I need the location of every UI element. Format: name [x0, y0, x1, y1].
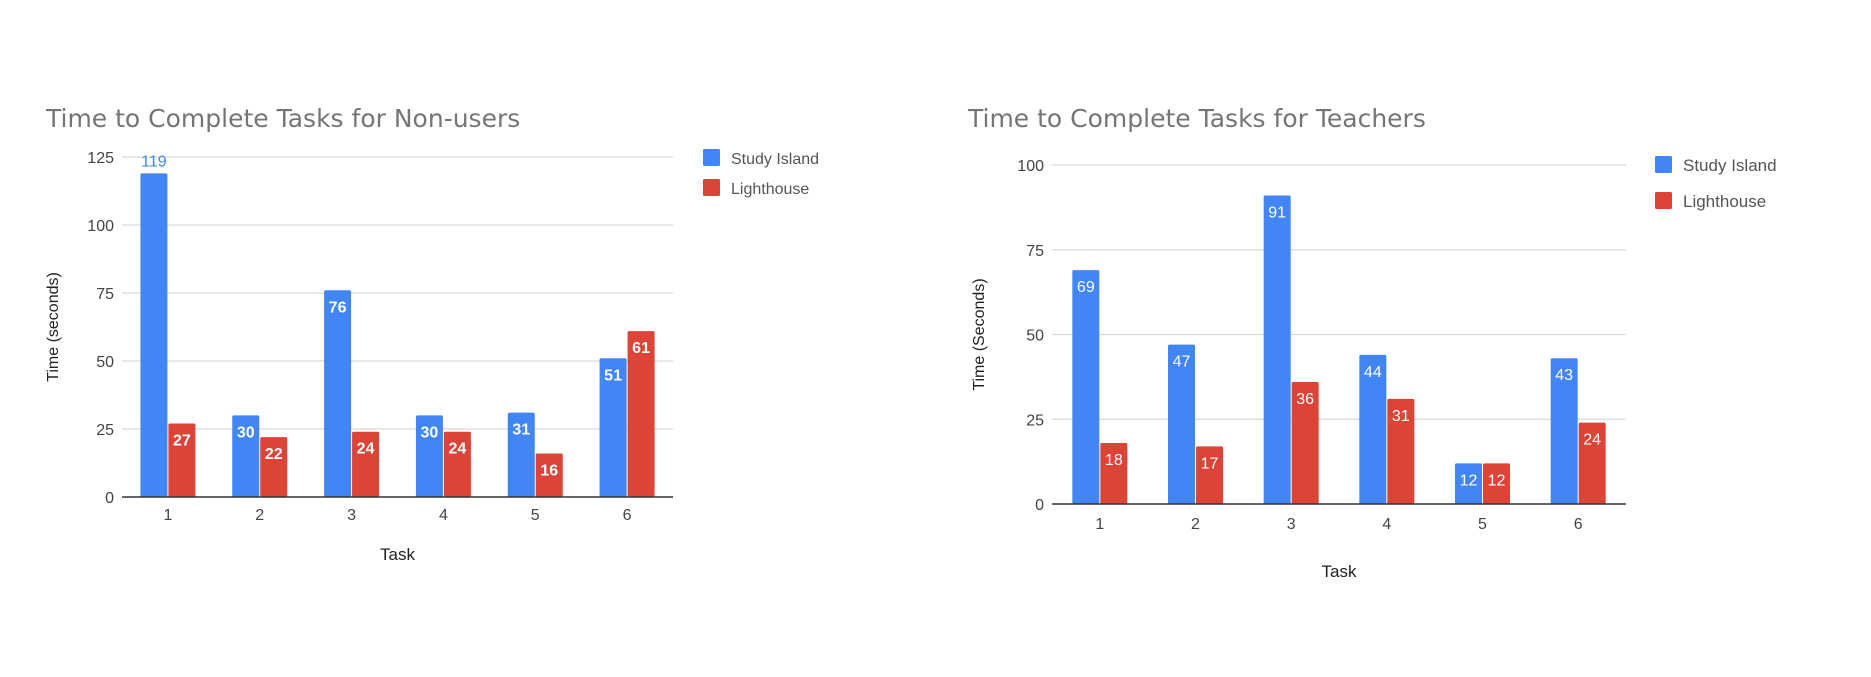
bar: [1100, 442, 1128, 504]
legend-label: Study Island: [1683, 156, 1777, 175]
bar: [140, 173, 168, 497]
y-tick-label: 125: [87, 150, 114, 167]
data-label: 16: [540, 462, 558, 479]
y-tick-label: 100: [1017, 158, 1044, 175]
x-tick-label: 1: [163, 507, 172, 524]
y-tick-label: 25: [96, 422, 114, 439]
x-tick-label: 1: [1095, 516, 1104, 533]
legend-label: Lighthouse: [731, 181, 809, 198]
bar: [1291, 381, 1319, 504]
data-label: 18: [1105, 452, 1123, 469]
x-tick-label: 6: [1574, 516, 1583, 533]
y-tick-label: 25: [1026, 412, 1044, 429]
legend-swatch: [1655, 156, 1672, 173]
data-label: 12: [1488, 472, 1506, 489]
x-tick-label: 4: [439, 507, 448, 524]
bar: [324, 290, 352, 497]
data-label: 27: [173, 433, 191, 450]
bar: [352, 431, 380, 497]
data-label: 51: [604, 367, 622, 384]
bar: [507, 412, 535, 497]
legend-swatch: [703, 149, 720, 166]
y-tick-label: 75: [96, 286, 114, 303]
legend-swatch: [703, 179, 720, 196]
bar: [443, 431, 471, 497]
bar: [1578, 422, 1606, 504]
bar: [1483, 463, 1510, 504]
bar: [627, 331, 655, 497]
legend-swatch: [1655, 192, 1672, 209]
data-label: 22: [265, 446, 283, 463]
x-tick-label: 6: [623, 507, 632, 524]
data-label: 36: [1296, 391, 1314, 408]
x-tick-label: 5: [531, 507, 540, 524]
data-label: 47: [1173, 354, 1191, 371]
data-label: 61: [632, 340, 650, 357]
data-label: 119: [141, 153, 167, 170]
bar: [415, 415, 443, 497]
data-label: 24: [1583, 432, 1601, 449]
bar: [1263, 195, 1291, 504]
bar: [168, 423, 196, 497]
chart-title-non-users: Time to Complete Tasks for Non-users: [46, 104, 521, 133]
bar: [1168, 344, 1195, 504]
y-tick-label: 50: [96, 354, 114, 371]
x-axis-title: Task: [380, 545, 415, 564]
x-tick-label: 4: [1382, 516, 1391, 533]
bar: [1455, 463, 1482, 504]
y-axis-title: Time (Seconds): [971, 278, 988, 390]
x-tick-label: 2: [1191, 516, 1200, 533]
data-label: 31: [1392, 408, 1410, 425]
y-tick-label: 50: [1026, 328, 1044, 345]
data-label: 31: [512, 422, 530, 439]
legend-label: Lighthouse: [1683, 192, 1766, 211]
bar: [535, 453, 563, 497]
bar: [1387, 398, 1415, 504]
data-label: 69: [1077, 279, 1095, 296]
y-tick-label: 0: [1035, 497, 1044, 514]
bar: [232, 415, 260, 497]
y-tick-label: 0: [105, 490, 114, 507]
bar: [599, 358, 627, 497]
bar: [1072, 270, 1100, 504]
bar: [260, 437, 288, 497]
x-axis-title: Task: [1322, 562, 1357, 581]
legend-label: Study Island: [731, 151, 819, 168]
data-label: 44: [1364, 364, 1382, 381]
bar: [1550, 358, 1578, 504]
chart-title-teachers: Time to Complete Tasks for Teachers: [968, 104, 1426, 133]
x-tick-label: 2: [255, 507, 264, 524]
data-label: 24: [357, 441, 375, 458]
data-label: 76: [329, 299, 347, 316]
data-label: 17: [1201, 455, 1219, 472]
x-tick-label: 3: [347, 507, 356, 524]
data-label: 12: [1460, 472, 1478, 489]
data-label: 43: [1555, 367, 1573, 384]
x-tick-label: 3: [1287, 516, 1296, 533]
data-label: 91: [1268, 205, 1286, 222]
bar: [1196, 446, 1223, 504]
y-tick-label: 100: [87, 218, 114, 235]
bar: [1359, 354, 1387, 504]
data-label: 30: [237, 424, 255, 441]
y-tick-label: 75: [1026, 243, 1044, 260]
data-label: 24: [449, 441, 467, 458]
data-label: 30: [421, 424, 439, 441]
x-tick-label: 5: [1478, 516, 1487, 533]
y-axis-title: Time (seconds): [45, 272, 62, 382]
